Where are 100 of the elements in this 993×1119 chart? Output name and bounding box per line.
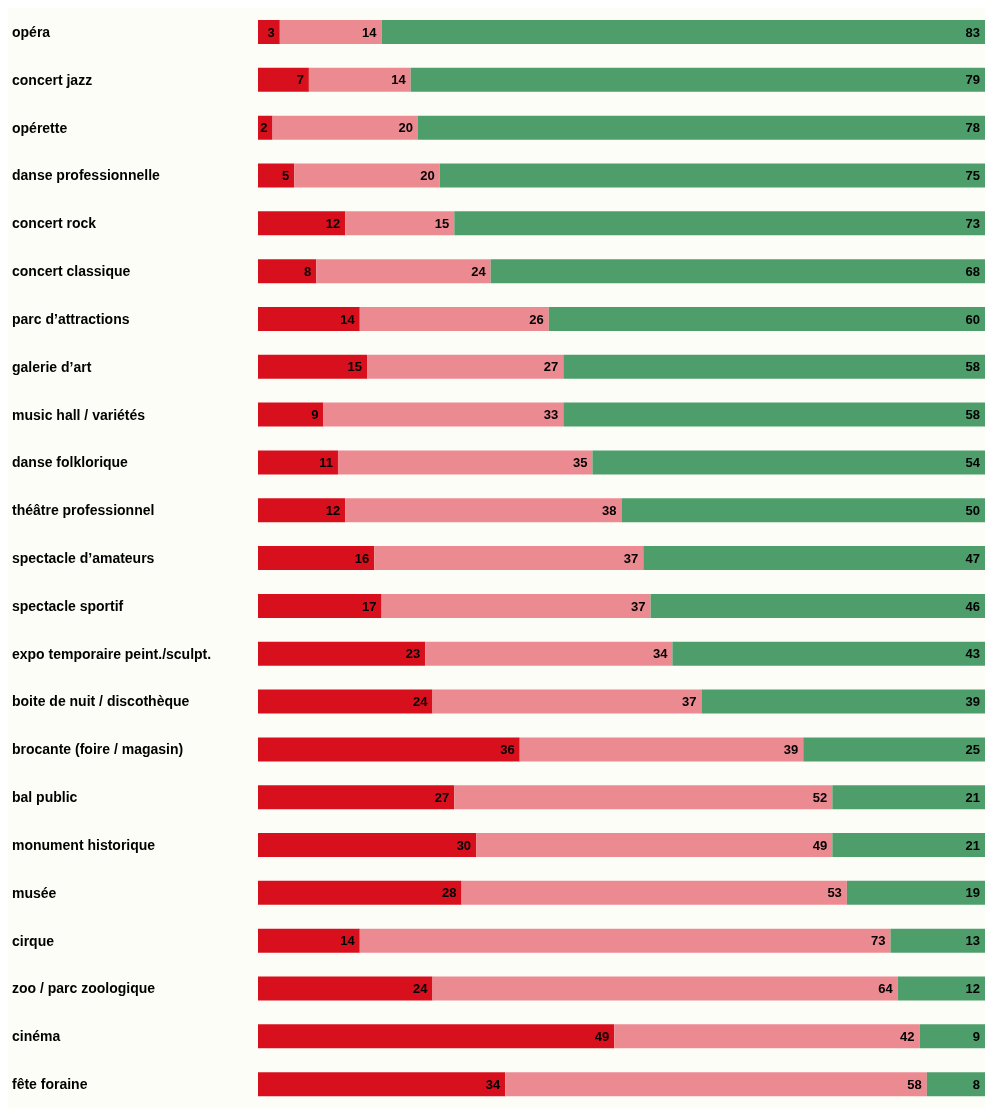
bar [425,641,673,666]
data-label: 39 [783,742,799,758]
data-label: 37 [623,550,639,566]
y-tick-label: bal public [12,789,78,806]
data-label: 33 [543,407,559,423]
bar [461,880,847,905]
data-label: 20 [398,120,413,136]
data-label: 23 [405,646,421,662]
data-label: 37 [682,694,697,710]
y-tick-label: galerie d’art [12,358,92,375]
bar [258,1072,506,1097]
data-label: 26 [529,311,544,327]
bar [359,928,891,953]
y-tick-label: opérette [12,119,68,136]
bar [519,737,804,762]
y-tick-label: monument historique [12,836,156,853]
data-label: 83 [965,24,980,40]
y-tick-label: danse folklorique [12,454,129,471]
data-label: 17 [362,598,377,614]
y-tick-label: théâtre professionnel [12,502,155,519]
bar [410,67,985,92]
bar [258,546,375,571]
data-label: 30 [456,837,472,853]
data-label: 21 [965,837,980,853]
data-label: 24 [413,694,429,710]
y-tick-label: music hall / variétés [12,406,146,423]
bar [345,498,622,523]
bar [926,1072,985,1097]
bar [374,546,644,571]
bar [279,20,382,44]
bar [832,833,985,858]
bar [258,498,346,523]
bar [832,785,985,810]
data-label: 8 [972,1076,980,1092]
bar [490,259,985,284]
data-label: 7 [296,72,304,88]
y-tick-label: brocante (foire / magasin) [12,741,184,758]
bar [672,641,985,666]
data-label: 60 [965,311,980,327]
data-label: 42 [900,1028,915,1044]
data-label: 37 [631,598,646,614]
data-label: 34 [485,1076,501,1092]
bar [439,163,985,188]
data-label: 58 [965,359,980,375]
bar [258,833,477,858]
data-label: 9 [311,407,319,423]
y-tick-label: parc d’attractions [12,310,130,327]
bar [592,450,985,475]
bar [563,354,985,379]
bar [258,737,520,762]
bar [650,593,985,618]
bar [643,546,985,571]
bar [258,593,382,618]
data-label: 39 [965,694,980,710]
bar [258,689,433,714]
bar [258,402,324,427]
data-label: 78 [965,120,980,136]
bar [381,20,985,44]
bar [258,67,309,92]
data-label: 58 [907,1076,922,1092]
data-label: 24 [413,981,429,997]
bar [258,880,462,905]
data-label: 50 [965,502,980,518]
data-label: 53 [827,885,842,901]
bar [621,498,985,523]
data-label: 28 [442,885,457,901]
bar [897,976,985,1001]
bar [323,402,564,427]
data-label: 13 [965,933,980,949]
bar [258,785,455,810]
bar [803,737,985,762]
data-label: 27 [434,789,450,805]
bar [258,259,317,284]
data-label: 2 [260,120,268,136]
bar [258,976,433,1001]
bar [337,450,593,475]
bar [258,450,338,475]
data-label: 19 [965,885,980,901]
data-label: 58 [965,407,980,423]
bar [359,306,549,331]
bar [476,833,833,858]
data-label: 12 [965,981,980,997]
data-label: 79 [965,72,980,88]
data-label: 21 [965,789,980,805]
data-label: 9 [972,1028,980,1044]
data-label: 14 [362,24,378,40]
bar [505,1072,927,1097]
bar [846,880,985,905]
data-label: 14 [391,72,407,88]
bar [258,1024,615,1049]
bar [272,115,418,140]
bar [381,593,651,618]
data-label: 20 [420,168,435,184]
data-label: 8 [303,263,312,279]
y-tick-label: musée [12,884,57,901]
bar [258,211,346,236]
bar [701,689,985,714]
bar [258,641,426,666]
y-tick-label: spectacle sportif [12,597,124,614]
y-tick-label: expo temporaire peint./sculpt. [12,645,212,662]
